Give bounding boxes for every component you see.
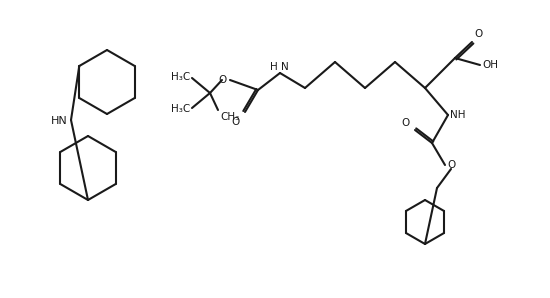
Text: H: H	[270, 62, 278, 72]
Text: O: O	[232, 117, 240, 127]
Text: O: O	[447, 160, 455, 170]
Text: H₃C: H₃C	[170, 104, 190, 114]
Text: CH₃: CH₃	[220, 112, 239, 122]
Text: O: O	[402, 118, 410, 128]
Text: NH: NH	[450, 110, 465, 120]
Text: O: O	[219, 75, 227, 85]
Text: N: N	[281, 62, 289, 72]
Text: H₃C: H₃C	[170, 72, 190, 82]
Text: O: O	[474, 29, 482, 39]
Text: OH: OH	[482, 60, 498, 70]
Text: HN: HN	[51, 116, 68, 126]
